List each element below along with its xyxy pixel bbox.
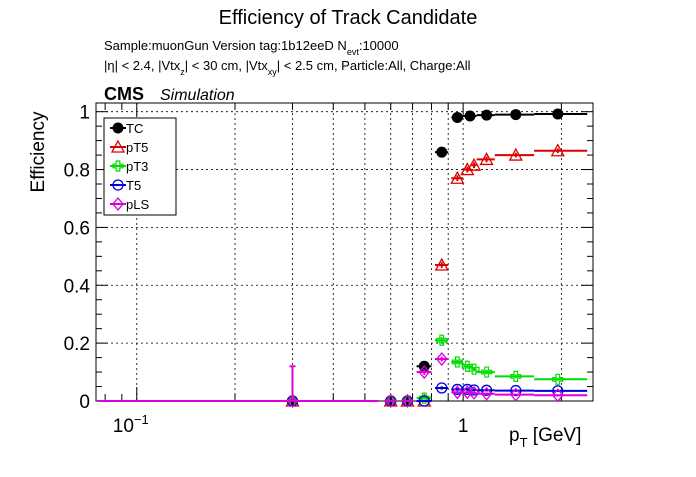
data-point: [451, 111, 463, 123]
data-point: [466, 157, 482, 171]
data-point: [480, 386, 493, 401]
y-tick-label: 1: [79, 103, 90, 124]
legend-entry: pT3: [110, 159, 148, 174]
cms-label: CMS: [104, 84, 144, 104]
legend: TC pT5 pT3 T5 pLS: [103, 117, 177, 216]
data-point: [286, 393, 299, 409]
x-tick-label: 1: [458, 416, 469, 437]
legend-label: pLS: [126, 197, 149, 212]
data-point: [551, 388, 564, 403]
data-point: [450, 170, 465, 184]
data-point: [434, 257, 449, 271]
data-point: [552, 108, 564, 120]
data-point: [436, 334, 448, 346]
legend-marker: [112, 122, 124, 134]
data-point: [552, 373, 564, 385]
legend-entry: TC: [110, 121, 143, 136]
data-point: [550, 143, 565, 157]
y-tick-label: 0: [79, 392, 90, 413]
data-point: [481, 109, 493, 121]
data-point: [508, 147, 523, 161]
y-axis-title: Efficiency: [28, 111, 49, 192]
data-point: [480, 384, 493, 396]
y-tick-label: 0.6: [64, 218, 90, 239]
y-tick-label: 0.8: [64, 161, 90, 182]
data-point: [384, 393, 397, 409]
legend-entry: pLS: [110, 196, 149, 212]
data-point: [418, 395, 430, 407]
data-series: [97, 108, 588, 409]
legend-marker: [112, 160, 124, 172]
selection-cuts: |η| < 2.4, |Vtxz| < 30 cm, |Vtxxy| < 2.5…: [104, 58, 471, 77]
legend-entry: T5: [110, 178, 141, 193]
legend-label: pT3: [126, 159, 148, 174]
legend-label: pT5: [126, 140, 148, 155]
data-point: [451, 385, 464, 400]
data-point: [451, 356, 463, 368]
sample-info: Sample:muonGun Version tag:1b12eeD Nevt:…: [104, 38, 399, 57]
chart-title: Efficiency of Track Candidate: [219, 7, 478, 29]
legend-label: T5: [126, 178, 141, 193]
data-point: [436, 382, 448, 394]
legend-entry: pT5: [110, 139, 148, 155]
x-axis-title: pT [GeV]: [509, 425, 581, 450]
data-point: [464, 110, 476, 122]
data-point: [460, 162, 475, 176]
data-point: [418, 365, 431, 380]
series-tc: [286, 108, 588, 407]
legend-marker: [112, 179, 124, 191]
y-tick-label: 0.4: [64, 276, 91, 297]
data-point: [509, 387, 522, 402]
data-point: [468, 363, 480, 375]
data-point: [401, 393, 414, 409]
legend-marker: [112, 196, 124, 212]
data-point: [435, 352, 448, 367]
y-tick-label: 0.2: [64, 334, 90, 355]
simulation-label: Simulation: [160, 87, 235, 104]
data-point: [510, 370, 522, 383]
data-point: [436, 146, 448, 158]
data-point: [480, 366, 493, 378]
data-point: [479, 152, 494, 166]
axes: 0 0.2 0.4 0.6 0.8 1 10−1 1: [64, 102, 594, 437]
series-pt5: [285, 143, 588, 407]
data-point: [510, 109, 522, 121]
legend-label: TC: [126, 121, 143, 136]
x-tick-label: 10−1: [113, 412, 149, 437]
legend-marker: [110, 139, 126, 153]
series-pls: [97, 352, 588, 409]
data-point: [468, 385, 480, 400]
